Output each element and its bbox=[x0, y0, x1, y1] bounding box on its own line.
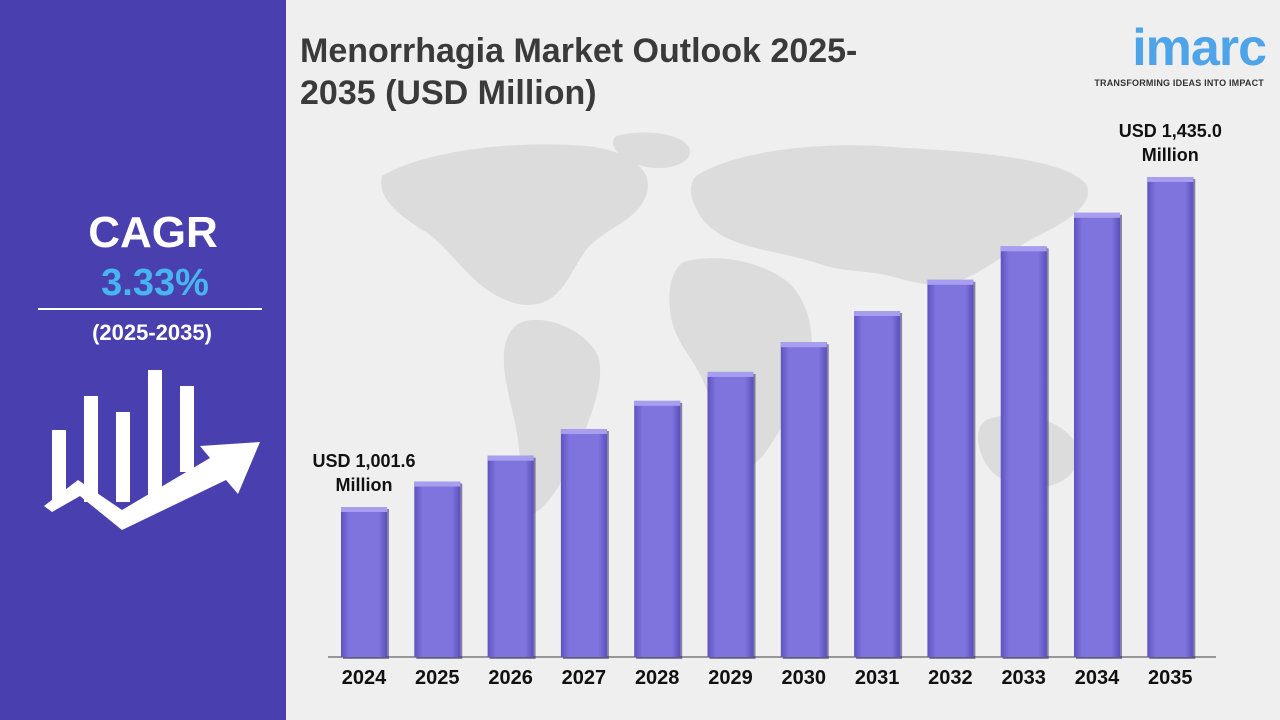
bar-2029 bbox=[707, 371, 754, 657]
sidebar-divider bbox=[38, 308, 262, 310]
chart-area: Menorrhagia Market Outlook 2025- 2035 (U… bbox=[286, 0, 1280, 720]
world-map-background bbox=[381, 132, 1088, 514]
x-tick-2035: 2035 bbox=[1148, 667, 1193, 689]
bar-2031 bbox=[854, 311, 901, 657]
chart-title-line2: 2035 (USD Million) bbox=[300, 74, 597, 112]
x-tick-2028: 2028 bbox=[635, 667, 680, 689]
x-tick-2031: 2031 bbox=[855, 667, 900, 689]
bar-2034 bbox=[1074, 212, 1120, 657]
bar-2027 bbox=[560, 429, 607, 657]
bar-2033 bbox=[1000, 246, 1047, 657]
cagr-sidebar: CAGR 3.33% (2025-2035) bbox=[0, 0, 286, 720]
data-label-2035-line1: USD 1,435.0 bbox=[1119, 121, 1222, 141]
bar-2032 bbox=[927, 279, 974, 657]
x-tick-2024: 2024 bbox=[342, 667, 387, 689]
bar-top-2030 bbox=[780, 342, 827, 348]
bar-top-2025 bbox=[414, 481, 461, 487]
cagr-period: (2025-2035) bbox=[92, 320, 212, 345]
bar-top-2032 bbox=[927, 279, 974, 285]
data-labels: USD 1,001.6 Million USD 1,435.0 Million bbox=[312, 121, 1221, 495]
data-label-2024-line2: Million bbox=[336, 475, 393, 495]
chart-title-line1: Menorrhagia Market Outlook 2025- bbox=[300, 32, 858, 70]
data-label-2024-line1: USD 1,001.6 bbox=[312, 451, 415, 471]
bar-top-2028 bbox=[634, 400, 681, 406]
bar-top-2034 bbox=[1074, 212, 1120, 218]
bar-top-2033 bbox=[1000, 246, 1047, 252]
x-tick-2033: 2033 bbox=[1001, 667, 1045, 689]
data-label-2035-line2: Million bbox=[1142, 145, 1199, 165]
bar-top-2035 bbox=[1147, 177, 1194, 182]
bar-2026 bbox=[487, 455, 534, 657]
bar-chart: 2024 2025 2026 2027 2028 2029 2030 2031 2032 2033… bbox=[312, 121, 1221, 689]
x-tick-2030: 2030 bbox=[782, 667, 827, 689]
cagr-label: CAGR bbox=[88, 208, 218, 257]
x-tick-2029: 2029 bbox=[708, 667, 753, 689]
bar-2030 bbox=[780, 342, 827, 657]
logo-tagline: TRANSFORMING IDEAS INTO IMPACT bbox=[1094, 78, 1264, 88]
bar-2028 bbox=[634, 400, 681, 657]
x-tick-2032: 2032 bbox=[928, 667, 973, 689]
bar-top-2031 bbox=[854, 311, 901, 317]
chart-title: Menorrhagia Market Outlook 2025- 2035 (U… bbox=[300, 30, 857, 114]
x-tick-labels: 2024 2025 2026 2027 2028 2029 2030 2031 2032 2033… bbox=[342, 667, 1193, 689]
x-tick-2034: 2034 bbox=[1075, 667, 1120, 689]
bar-top-2027 bbox=[560, 429, 607, 435]
bar-top-2024 bbox=[341, 507, 387, 512]
cagr-value: 3.33% bbox=[101, 262, 209, 304]
x-tick-2026: 2026 bbox=[488, 667, 532, 689]
bar-2035 bbox=[1147, 177, 1194, 657]
x-tick-2027: 2027 bbox=[562, 667, 607, 689]
growth-chart-icon bbox=[44, 370, 260, 530]
logo-word: imarc bbox=[1132, 19, 1267, 77]
bar-series bbox=[341, 177, 1196, 659]
bar-top-2026 bbox=[487, 455, 534, 461]
bar-top-2029 bbox=[707, 371, 754, 377]
x-tick-2025: 2025 bbox=[415, 667, 460, 689]
bar-2025 bbox=[414, 481, 461, 657]
bar-2024 bbox=[341, 507, 387, 657]
imarc-logo: imarc TRANSFORMING IDEAS INTO IMPACT bbox=[1094, 6, 1274, 92]
